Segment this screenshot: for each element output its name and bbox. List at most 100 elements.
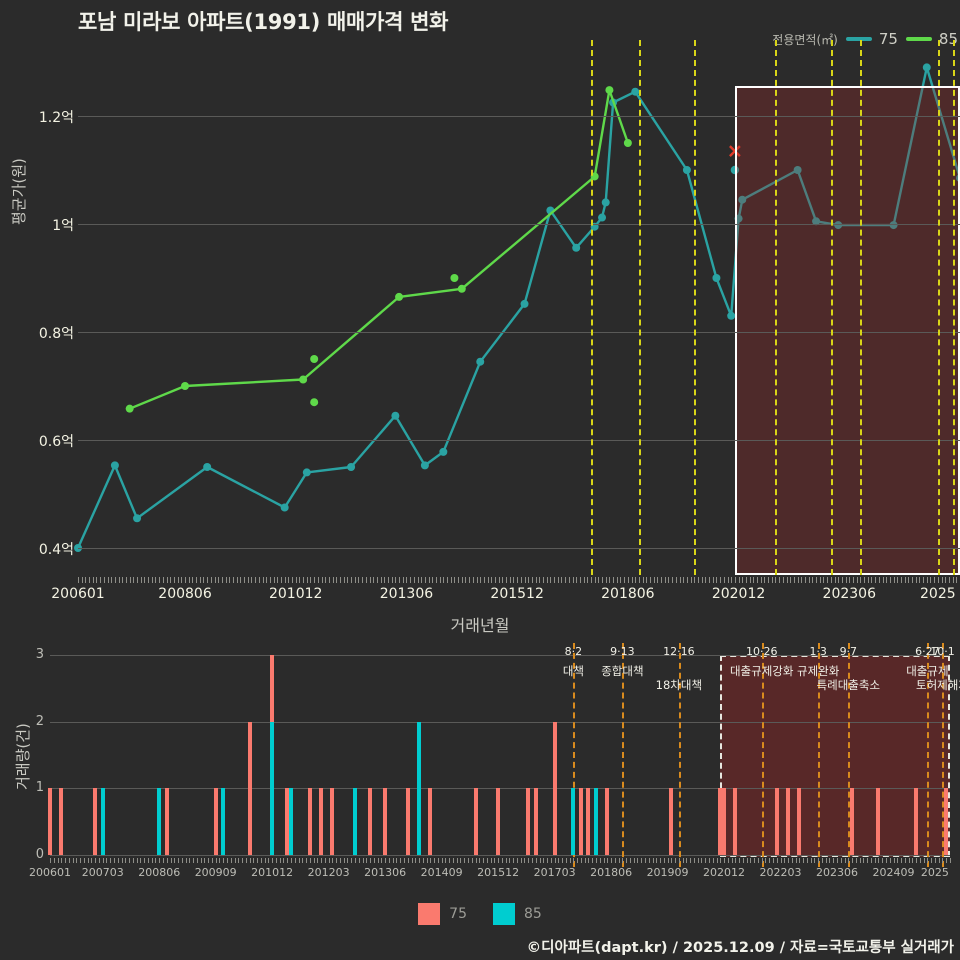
data-point-75[interactable]	[572, 243, 581, 252]
bar-x-minor-tick	[362, 858, 364, 863]
bar-x-minor-tick	[596, 858, 598, 863]
volume-bar-75[interactable]	[405, 788, 410, 855]
data-point-85[interactable]	[623, 139, 632, 147]
volume-bar-75[interactable]	[722, 788, 727, 855]
volume-bar-75[interactable]	[59, 788, 64, 855]
data-point-75[interactable]	[420, 461, 429, 470]
data-point-85[interactable]	[395, 292, 404, 301]
bar-x-minor-tick	[291, 858, 292, 863]
data-point-75[interactable]	[712, 274, 721, 282]
data-point-75[interactable]	[110, 461, 119, 470]
data-point-75[interactable]	[476, 357, 485, 366]
volume-bar-75[interactable]	[774, 788, 779, 855]
volume-bar-75[interactable]	[319, 788, 324, 855]
volume-bar-75[interactable]	[850, 788, 855, 855]
x-minor-tick	[557, 577, 559, 583]
volume-bar-75[interactable]	[247, 721, 252, 855]
x-minor-tick	[137, 577, 139, 583]
data-point-75[interactable]	[812, 217, 821, 226]
volume-bar-75[interactable]	[93, 788, 98, 855]
legend-item-85[interactable]: 85	[905, 30, 958, 48]
policy-marker-line	[952, 40, 955, 575]
data-point-75[interactable]	[738, 195, 747, 204]
data-point-75[interactable]	[203, 463, 212, 471]
x-minor-tick	[299, 577, 301, 583]
volume-bar-75[interactable]	[496, 788, 501, 855]
data-point-75[interactable]	[520, 299, 529, 308]
data-point-75[interactable]	[793, 166, 802, 174]
data-point-75[interactable]	[834, 221, 843, 230]
volume-bar-75[interactable]	[383, 788, 388, 855]
volume-bar-75[interactable]	[876, 788, 881, 855]
data-point-85[interactable]	[605, 86, 614, 95]
volume-bar-75[interactable]	[605, 788, 610, 855]
data-point-75[interactable]	[922, 63, 931, 72]
volume-bar-85[interactable]	[221, 788, 226, 855]
x-minor-tick	[428, 577, 430, 583]
data-point-75[interactable]	[439, 447, 448, 456]
x-minor-tick	[376, 577, 378, 583]
data-point-75[interactable]	[280, 503, 289, 512]
volume-bar-75[interactable]	[718, 788, 723, 855]
scatter-point-85[interactable]	[310, 355, 319, 363]
scatter-point-85[interactable]	[310, 398, 319, 407]
volume-bar-85[interactable]	[289, 788, 293, 855]
bar-x-minor-tick	[264, 858, 266, 863]
data-point-75[interactable]	[682, 166, 691, 174]
legend-bottom-item-85[interactable]: 85	[493, 903, 542, 925]
volume-bar-75[interactable]	[428, 788, 433, 855]
x-minor-tick	[277, 577, 279, 583]
volume-bar-75[interactable]	[578, 788, 583, 855]
volume-bar-75[interactable]	[213, 788, 218, 855]
bar-x-minor-tick	[825, 858, 827, 863]
main-y-tick-label: 1억	[52, 218, 74, 234]
bar-x-minor-tick	[355, 858, 357, 863]
data-point-85[interactable]	[125, 404, 134, 413]
x-minor-tick	[513, 577, 515, 583]
volume-bar-85[interactable]	[571, 788, 576, 855]
volume-bar-85[interactable]	[270, 721, 275, 855]
volume-bar-75[interactable]	[733, 788, 738, 855]
volume-bar-75[interactable]	[330, 788, 335, 855]
volume-bar-75[interactable]	[797, 788, 802, 855]
data-point-75[interactable]	[391, 411, 400, 420]
volume-bar-75[interactable]	[944, 788, 949, 855]
volume-bar-85[interactable]	[100, 788, 105, 855]
data-point-75[interactable]	[133, 514, 142, 523]
volume-bar-85[interactable]	[157, 788, 162, 855]
legend-bottom-item-75[interactable]: 75	[418, 903, 467, 925]
x-minor-tick	[956, 577, 958, 583]
data-point-85[interactable]	[181, 382, 190, 390]
data-point-75[interactable]	[598, 213, 607, 222]
data-point-75[interactable]	[889, 221, 898, 230]
data-point-75[interactable]	[601, 198, 610, 207]
volume-bar-75[interactable]	[552, 721, 557, 855]
volume-bar-85[interactable]	[353, 788, 358, 855]
data-point-75[interactable]	[302, 468, 311, 477]
volume-bar-75[interactable]	[164, 788, 169, 855]
volume-bar-75[interactable]	[586, 788, 591, 855]
legend-item-75[interactable]: 75	[845, 30, 898, 48]
volume-bar-75[interactable]	[669, 788, 674, 855]
data-point-75[interactable]	[631, 87, 640, 96]
volume-bar-75[interactable]	[786, 788, 791, 855]
volume-bar-75[interactable]	[914, 788, 919, 855]
volume-bar-75[interactable]	[533, 788, 538, 855]
volume-bar-75[interactable]	[368, 788, 373, 855]
volume-bar-75[interactable]	[526, 788, 531, 855]
bar-x-minor-tick	[268, 858, 270, 863]
volume-bar-75[interactable]	[307, 788, 312, 855]
volume-bar-85[interactable]	[594, 788, 599, 855]
x-minor-tick	[657, 577, 659, 583]
volume-bar-75[interactable]	[48, 788, 52, 855]
volume-bar-75[interactable]	[473, 788, 478, 855]
data-point-75[interactable]	[727, 311, 736, 320]
data-point-85[interactable]	[299, 375, 308, 384]
volume-bar-75[interactable]	[285, 788, 290, 855]
scatter-point-85[interactable]	[450, 274, 459, 282]
data-point-75[interactable]	[347, 463, 356, 471]
data-point-85[interactable]	[457, 284, 466, 293]
x-minor-tick	[144, 577, 146, 583]
bar-x-minor-tick	[490, 858, 492, 863]
volume-bar-85[interactable]	[417, 721, 422, 855]
